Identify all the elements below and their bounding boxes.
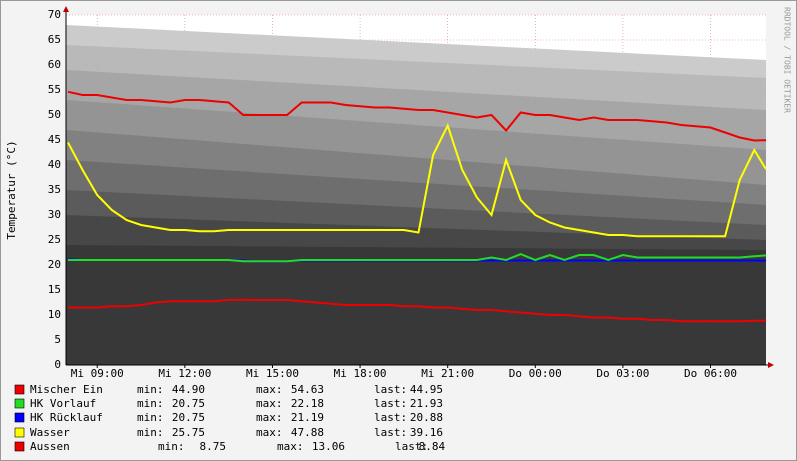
stat-value: 8.75 (200, 440, 227, 453)
legend-label: Wasser (30, 426, 70, 439)
y-tick-label: 0 (54, 358, 61, 371)
y-tick-label: 20 (48, 258, 61, 271)
y-tick-label: 65 (48, 33, 61, 46)
stat-label: min: (137, 411, 164, 424)
legend-swatch (14, 398, 25, 409)
stat-label: last: (374, 397, 407, 410)
stat-value: 54.63 (291, 383, 324, 396)
stat-value: 21.19 (291, 411, 324, 424)
x-tick-label: Mi 15:00 (246, 367, 299, 380)
stat-label: min: (137, 426, 164, 439)
legend-label: Aussen (30, 440, 70, 453)
y-tick-label: 10 (48, 308, 61, 321)
stat-value: 22.18 (291, 397, 324, 410)
legend-label: Mischer Ein (30, 383, 103, 396)
stat-label: min: (158, 440, 185, 453)
legend-swatch (14, 427, 25, 438)
stat-value: 25.75 (172, 426, 205, 439)
stat-label: max: (256, 426, 283, 439)
legend-swatch (14, 384, 25, 395)
stat-value: 8.84 (419, 440, 446, 453)
x-tick-label: Do 06:00 (684, 367, 737, 380)
y-tick-label: 40 (48, 158, 61, 171)
stat-label: max: (256, 397, 283, 410)
series-line (67, 122, 767, 238)
lines (67, 90, 767, 323)
y-tick-label: 60 (48, 58, 61, 71)
legend-label: HK Vorlauf (30, 397, 96, 410)
x-tick-label: Mi 18:00 (334, 367, 387, 380)
series-line (68, 253, 767, 263)
stat-label: max: (256, 383, 283, 396)
series-line (68, 298, 766, 323)
y-tick-label: 30 (48, 208, 61, 221)
legend-swatch (14, 441, 25, 452)
stat-value: 20.75 (172, 411, 205, 424)
stat-label: last: (374, 383, 407, 396)
stat-value: 47.88 (291, 426, 324, 439)
stat-label: max: (256, 411, 283, 424)
stat-label: min: (137, 397, 164, 410)
y-tick-label: 45 (48, 133, 61, 146)
stat-label: max: (277, 440, 304, 453)
background-bands (66, 25, 766, 365)
watermark: RRDTOOL / TOBI OETIKER (783, 7, 792, 113)
stat-value: 39.16 (410, 426, 443, 439)
legend-label: HK Rücklauf (30, 411, 103, 424)
y-tick-label: 50 (48, 108, 61, 121)
stat-value: 44.90 (172, 383, 205, 396)
legend-swatch (14, 412, 25, 423)
stat-label: last: (374, 411, 407, 424)
series-line (67, 90, 767, 142)
stat-value: 21.93 (410, 397, 443, 410)
y-tick-label: 15 (48, 283, 61, 296)
x-tick-label: Mi 12:00 (158, 367, 211, 380)
stat-label: last: (395, 440, 428, 453)
stat-value: 20.75 (172, 397, 205, 410)
x-tick-label: Do 00:00 (509, 367, 562, 380)
y-tick-label: 55 (48, 83, 61, 96)
stat-value: 20.88 (410, 411, 443, 424)
stat-value: 44.95 (410, 383, 443, 396)
y-arrow (63, 6, 69, 12)
y-tick-label: 5 (54, 333, 61, 346)
stat-value: 13.06 (312, 440, 345, 453)
y-tick-label: 25 (48, 233, 61, 246)
stat-label: last: (374, 426, 407, 439)
y-axis-label: Temperatur (°C) (5, 140, 18, 239)
x-tick-label: Mi 09:00 (71, 367, 124, 380)
x-arrow (768, 362, 774, 368)
x-tick-label: Do 03:00 (596, 367, 649, 380)
stat-label: min: (137, 383, 164, 396)
x-tick-label: Mi 21:00 (421, 367, 474, 380)
y-tick-label: 70 (48, 8, 61, 21)
y-tick-label: 35 (48, 183, 61, 196)
